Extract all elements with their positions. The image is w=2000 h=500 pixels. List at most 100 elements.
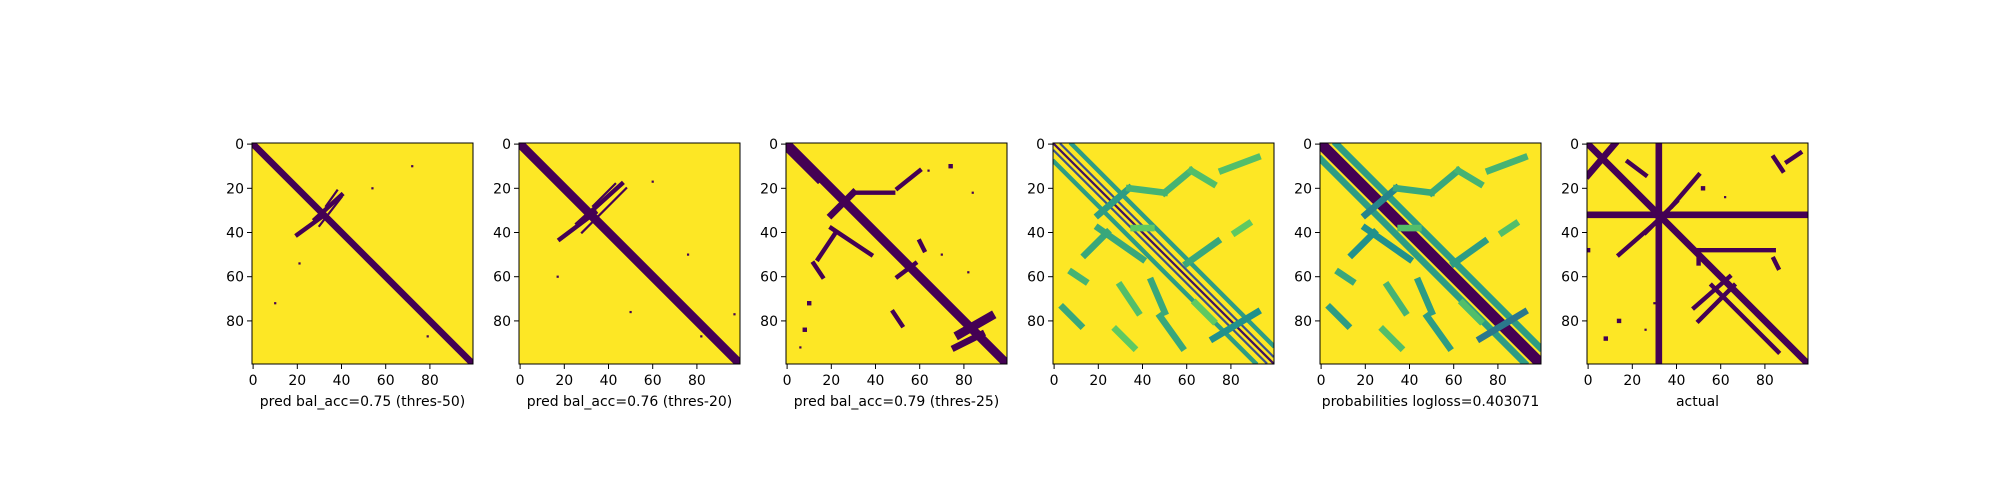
y-tick-label: 80 xyxy=(1027,314,1045,330)
panels: 0 20 40 60 80 0 20 40 60 80 pred bal_acc=0.75 (thr… xyxy=(226,137,1809,410)
y-tick-label: 40 xyxy=(1294,226,1312,242)
heatmap-cells xyxy=(786,143,1007,364)
heatmap-band xyxy=(580,186,628,235)
y-tick-label: 40 xyxy=(1027,226,1045,242)
heatmap-band xyxy=(1182,236,1223,269)
x-tick-label: 20 xyxy=(555,373,573,389)
heatmap-band xyxy=(1115,280,1143,317)
heatmap-band xyxy=(786,143,823,185)
y-tick-label: 80 xyxy=(1561,314,1579,330)
x-tick-label: 60 xyxy=(1178,373,1196,389)
heatmap-band xyxy=(1159,165,1196,198)
heatmap-band xyxy=(1378,325,1406,353)
heatmap-band xyxy=(1708,282,1782,355)
heatmap-band xyxy=(1668,171,1702,210)
y-tick-label: 80 xyxy=(760,314,778,330)
heatmap-cell xyxy=(629,310,632,314)
heatmap-panel-1: 0 20 40 60 80 0 20 40 60 80 pred bal_acc=0.75 (thr… xyxy=(226,137,474,410)
heatmap-band xyxy=(1067,267,1090,286)
y-tick-label: 0 xyxy=(1036,137,1045,153)
heatmap-panel-5: 0 20 40 60 80 0 20 40 60 80 probabilities logloss=… xyxy=(1294,137,1542,410)
heatmap-cell xyxy=(298,262,301,265)
heatmap-band xyxy=(1426,165,1463,198)
heatmap-cell xyxy=(274,302,277,305)
heatmap-cell xyxy=(1644,328,1647,331)
heatmap-band xyxy=(1457,298,1485,326)
heatmap-cell xyxy=(426,335,429,338)
heatmap-band xyxy=(1783,149,1804,165)
heatmap-cell xyxy=(1653,302,1656,305)
y-tick-label: 40 xyxy=(760,226,778,242)
heatmap-band xyxy=(1770,154,1786,174)
heatmap-band xyxy=(814,229,839,263)
x-tick-label: 80 xyxy=(1756,373,1774,389)
axes-frame xyxy=(251,142,474,365)
heatmap-cell xyxy=(940,253,943,256)
axes-frame xyxy=(518,142,741,365)
y-tick-label: 0 xyxy=(1303,137,1312,153)
y-tick-label: 20 xyxy=(1561,181,1579,197)
heatmap-band xyxy=(1382,280,1410,317)
y-tick-label: 40 xyxy=(1561,226,1579,242)
heatmap-cell xyxy=(556,275,559,278)
heatmap-cell xyxy=(967,271,970,274)
y-tick-label: 60 xyxy=(1561,270,1579,286)
heatmap-cell xyxy=(411,165,414,168)
heatmap-band xyxy=(810,260,826,280)
heatmap-band xyxy=(1230,219,1254,238)
x-tick-label: 40 xyxy=(867,373,885,389)
x-tick-label: 60 xyxy=(377,373,395,389)
heatmap-band xyxy=(692,316,720,344)
x-tick-label: 80 xyxy=(1489,373,1507,389)
heatmap-band xyxy=(1484,153,1529,175)
x-tick-label: 0 xyxy=(783,373,792,389)
heatmap-band xyxy=(950,329,987,352)
heatmap-cell xyxy=(948,163,953,169)
heatmap-cell xyxy=(733,313,736,316)
x-tick-label: 0 xyxy=(249,373,258,389)
heatmap-band xyxy=(252,143,473,364)
heatmap-band xyxy=(1125,184,1169,197)
heatmap-panel-3: 0 20 40 60 80 0 20 40 60 80 pred bal_acc=0.79 (thr… xyxy=(760,137,1008,410)
y-tick-label: 60 xyxy=(226,270,244,286)
heatmap-cells xyxy=(1320,143,1541,364)
x-axis-label: pred bal_acc=0.75 (thres-50) xyxy=(260,394,465,410)
y-tick-label: 60 xyxy=(1294,270,1312,286)
heatmap-cell xyxy=(971,191,974,194)
y-tick-label: 0 xyxy=(1570,137,1579,153)
x-tick-label: 20 xyxy=(1623,373,1641,389)
heatmap-band xyxy=(1497,219,1521,238)
heatmap-cell xyxy=(371,187,374,190)
heatmap-band xyxy=(311,191,345,223)
y-tick-label: 80 xyxy=(493,314,511,330)
heatmap-cell xyxy=(802,327,807,332)
heatmap-band xyxy=(1058,302,1086,331)
heatmap-band xyxy=(894,167,923,192)
axes-frame xyxy=(1319,142,1542,365)
heatmap-band xyxy=(1695,282,1738,325)
heatmap-band xyxy=(1111,325,1139,353)
heatmap-panel-6: 0 20 40 60 80 0 20 40 60 80 actual xyxy=(1561,137,1809,410)
x-tick-label: 60 xyxy=(1712,373,1730,389)
heatmap-band xyxy=(317,195,344,228)
heatmap-band xyxy=(1691,273,1733,311)
heatmap-band xyxy=(894,260,919,280)
heatmap-cells xyxy=(519,143,740,364)
y-tick-label: 80 xyxy=(1294,314,1312,330)
axes-frame xyxy=(1586,142,1809,365)
y-tick-label: 20 xyxy=(1294,181,1312,197)
y-tick-label: 20 xyxy=(760,181,778,197)
heatmap-cell xyxy=(1700,186,1706,191)
heatmap-band xyxy=(890,309,906,329)
heatmap-band xyxy=(1068,143,1274,349)
heatmap-cell xyxy=(806,301,812,306)
heatmap-band xyxy=(1413,276,1436,317)
x-tick-label: 60 xyxy=(644,373,662,389)
y-tick-label: 60 xyxy=(760,270,778,286)
heatmap-cell xyxy=(1603,336,1608,341)
heatmap-band xyxy=(1392,184,1436,197)
heatmap-band xyxy=(1624,158,1649,179)
heatmap-band xyxy=(1325,302,1353,331)
x-tick-label: 20 xyxy=(822,373,840,389)
heatmap-cell xyxy=(927,169,930,172)
